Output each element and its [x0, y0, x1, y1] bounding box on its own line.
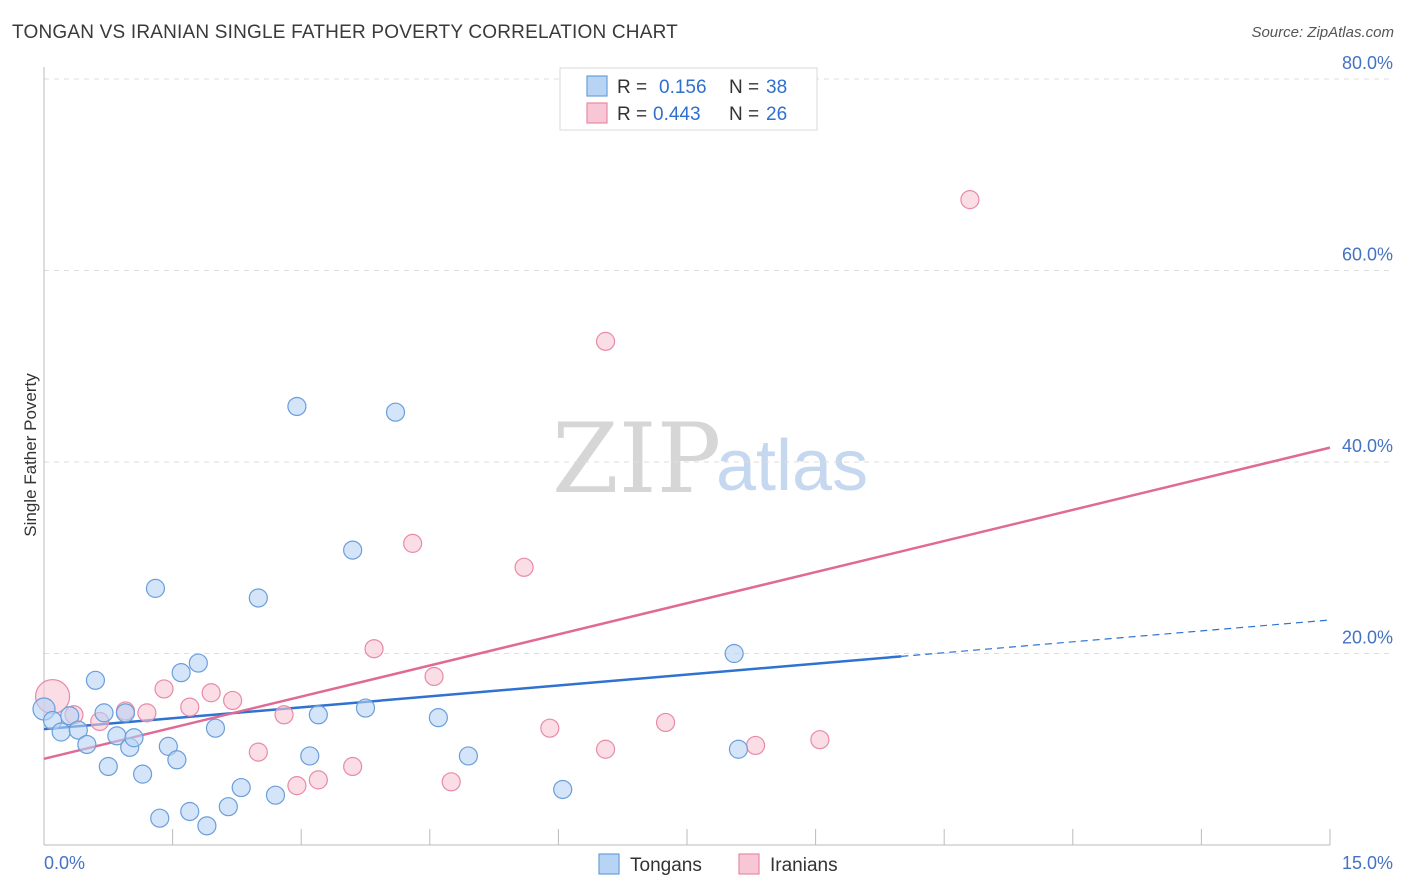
tongans-point: [51, 722, 71, 742]
y-tick-label: 20.0%: [1342, 628, 1393, 648]
iranians-point: [514, 557, 534, 577]
tongans-point: [248, 588, 268, 608]
tongans-point: [287, 396, 307, 417]
tongans-point: [124, 728, 144, 748]
legend-r-label-tongans: R =: [617, 77, 647, 98]
tongans-point: [265, 785, 286, 805]
iranians-point: [287, 776, 307, 796]
iranians-point: [595, 331, 616, 351]
legend-r-label-iranians: R =: [617, 104, 647, 125]
legend-swatch-tongans: [586, 75, 608, 97]
tongans-point: [231, 777, 251, 798]
chart-title: TONGAN VS IRANIAN SINGLE FATHER POVERTY …: [12, 22, 678, 43]
correlation-legend: R = 0.156 N = 38 R = 0.443 N = 26: [559, 67, 818, 131]
tongans-point: [167, 750, 187, 770]
iranians-point: [154, 679, 174, 699]
tongans-point: [300, 746, 320, 766]
iranians-point: [180, 697, 200, 717]
tongans-point: [308, 705, 328, 725]
iranians-point: [424, 666, 444, 687]
legend-n-label-iranians: N =: [729, 104, 759, 125]
iranians-point: [960, 190, 980, 210]
tongans-point: [98, 756, 118, 777]
legend-r-value-iranians: 0.443: [653, 104, 701, 125]
y-tick-label: 60.0%: [1342, 245, 1393, 265]
y-tick-label: 80.0%: [1342, 53, 1393, 73]
tongans-point: [132, 764, 153, 784]
iranians-point: [810, 730, 830, 750]
bottom-legend-label-tongans: Tongans: [630, 855, 702, 876]
tongans-point: [218, 797, 238, 817]
iranians-point: [745, 735, 766, 756]
x-tick-label-min: 0.0%: [44, 853, 85, 873]
tongans-point: [145, 578, 166, 598]
tongans-point: [60, 706, 80, 726]
tongans-point: [355, 698, 376, 718]
tongans-point: [385, 402, 406, 422]
y-axis-label: Single Father Poverty: [21, 373, 40, 537]
tongans-point: [553, 779, 573, 800]
tongans-point: [150, 808, 170, 828]
tongans-point: [85, 670, 106, 690]
iranians-point: [364, 639, 384, 659]
tongans-point: [205, 718, 226, 738]
x-tick-label-max: 15.0%: [1342, 853, 1393, 873]
iranians-point: [274, 705, 294, 725]
tongans-point: [77, 734, 97, 755]
tongans-point: [728, 739, 749, 759]
iranians-point: [655, 712, 676, 733]
y-tick-label: 40.0%: [1342, 436, 1393, 456]
iranians-point: [248, 742, 268, 762]
tongans-point: [94, 703, 114, 723]
tongans-point: [180, 801, 200, 822]
source-label: Source: ZipAtlas.com: [1251, 24, 1394, 41]
legend-n-value-iranians: 26: [766, 104, 787, 125]
iranians-point: [403, 533, 423, 553]
watermark-zip: ZIP: [552, 403, 721, 515]
iranians-point: [223, 690, 243, 711]
tongans-point: [428, 708, 448, 728]
tongans-trend-extension: [901, 619, 1331, 657]
legend-r-value-tongans: 0.156: [659, 77, 707, 98]
tongans-point: [343, 540, 363, 560]
tongans-point: [458, 746, 478, 766]
tongans-point: [197, 816, 217, 836]
legend-swatch-iranians: [586, 102, 608, 124]
iranians-point: [201, 683, 221, 703]
gridlines: 20.0% 40.0% 60.0% 80.0%: [44, 53, 1393, 654]
tongans-point: [115, 703, 136, 723]
series-legend: Tongans Iranians: [598, 853, 838, 876]
iranians-point: [595, 739, 616, 759]
tongans-point: [724, 643, 744, 664]
iranians-point: [441, 772, 461, 792]
legend-n-value-tongans: 38: [766, 77, 787, 98]
iranians-trend-line: [43, 446, 1331, 761]
bottom-legend-label-iranians: Iranians: [770, 855, 838, 876]
tongans-point: [68, 720, 88, 740]
bottom-legend-swatch-iranians: [738, 853, 760, 875]
data-points: [32, 190, 980, 836]
legend-n-label-tongans: N =: [729, 77, 759, 98]
watermark-atlas: atlas: [716, 426, 868, 506]
iranians-point: [308, 770, 328, 790]
trend-lines: [43, 446, 1331, 761]
iranians-point: [137, 703, 157, 723]
tongans-point: [188, 653, 208, 673]
iranians-point: [540, 718, 560, 738]
iranians-point: [343, 756, 363, 777]
tongans-point: [171, 663, 191, 683]
tongans-trend-line: [43, 655, 902, 731]
tongans-point: [158, 736, 178, 756]
bottom-legend-swatch-tongans: [598, 853, 620, 875]
